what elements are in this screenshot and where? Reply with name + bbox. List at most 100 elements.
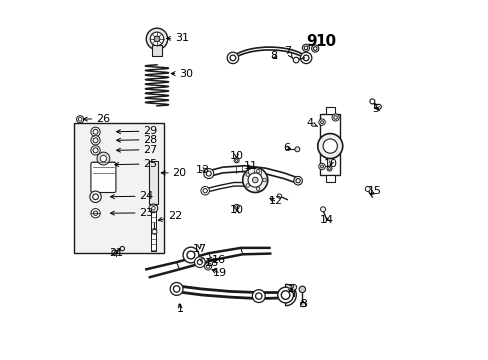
Circle shape bbox=[235, 206, 237, 208]
Circle shape bbox=[204, 263, 211, 270]
Circle shape bbox=[146, 28, 167, 50]
Circle shape bbox=[302, 44, 309, 51]
Circle shape bbox=[91, 208, 100, 218]
Circle shape bbox=[206, 171, 211, 176]
Text: 29: 29 bbox=[116, 126, 157, 136]
Circle shape bbox=[154, 36, 160, 42]
Text: 17: 17 bbox=[192, 244, 206, 253]
Circle shape bbox=[293, 176, 302, 185]
Circle shape bbox=[93, 148, 98, 153]
Circle shape bbox=[197, 260, 202, 265]
Text: 15: 15 bbox=[367, 186, 381, 197]
Text: 31: 31 bbox=[166, 33, 188, 43]
Wedge shape bbox=[285, 284, 296, 306]
Text: 12: 12 bbox=[268, 197, 283, 206]
Circle shape bbox=[112, 250, 116, 254]
Circle shape bbox=[290, 284, 296, 290]
Circle shape bbox=[93, 211, 98, 215]
Circle shape bbox=[203, 168, 213, 179]
Text: 16: 16 bbox=[207, 255, 225, 265]
Bar bbox=[299, 302, 304, 306]
Text: 22: 22 bbox=[158, 211, 182, 221]
Circle shape bbox=[186, 251, 194, 259]
Circle shape bbox=[120, 247, 124, 251]
Text: 19: 19 bbox=[212, 268, 226, 278]
Circle shape bbox=[295, 179, 300, 183]
Circle shape bbox=[331, 114, 339, 121]
Circle shape bbox=[277, 287, 293, 303]
Text: 1: 1 bbox=[176, 303, 183, 314]
Bar bbox=[325, 175, 334, 182]
Text: 3: 3 bbox=[299, 299, 306, 309]
Text: 5: 5 bbox=[372, 104, 379, 113]
Text: 11: 11 bbox=[244, 161, 257, 171]
Circle shape bbox=[97, 152, 110, 165]
Text: 4: 4 bbox=[305, 118, 317, 128]
Circle shape bbox=[281, 291, 289, 299]
Circle shape bbox=[242, 167, 267, 193]
Circle shape bbox=[206, 265, 209, 268]
Circle shape bbox=[304, 46, 307, 50]
Circle shape bbox=[227, 52, 238, 64]
Bar bbox=[148, 161, 158, 204]
Circle shape bbox=[333, 116, 337, 119]
Circle shape bbox=[173, 286, 180, 292]
Circle shape bbox=[256, 187, 259, 190]
Circle shape bbox=[229, 55, 235, 61]
Circle shape bbox=[311, 45, 318, 52]
Circle shape bbox=[328, 167, 330, 170]
Text: 28: 28 bbox=[116, 135, 157, 145]
Bar bbox=[325, 107, 334, 114]
Text: 27: 27 bbox=[116, 145, 157, 155]
Circle shape bbox=[91, 146, 100, 155]
Text: 10: 10 bbox=[229, 151, 243, 161]
Circle shape bbox=[150, 32, 163, 46]
Circle shape bbox=[78, 117, 82, 121]
Text: 10: 10 bbox=[315, 34, 336, 49]
Circle shape bbox=[318, 163, 325, 170]
Circle shape bbox=[252, 290, 264, 302]
Circle shape bbox=[323, 139, 337, 153]
Circle shape bbox=[194, 257, 205, 267]
Circle shape bbox=[320, 207, 325, 212]
Text: 6: 6 bbox=[283, 143, 290, 153]
Circle shape bbox=[170, 283, 183, 296]
Circle shape bbox=[149, 204, 157, 213]
Circle shape bbox=[234, 204, 239, 209]
Text: 23: 23 bbox=[110, 208, 153, 218]
Circle shape bbox=[303, 55, 308, 61]
Circle shape bbox=[293, 57, 298, 63]
Circle shape bbox=[369, 99, 374, 104]
Text: 30: 30 bbox=[171, 68, 192, 78]
Text: 18: 18 bbox=[199, 258, 218, 268]
Circle shape bbox=[245, 184, 249, 187]
Text: 13: 13 bbox=[196, 165, 210, 175]
Circle shape bbox=[326, 166, 331, 171]
Bar bbox=[152, 45, 162, 56]
Circle shape bbox=[299, 286, 305, 293]
Circle shape bbox=[203, 189, 207, 193]
Circle shape bbox=[320, 121, 323, 123]
Circle shape bbox=[152, 229, 157, 234]
Circle shape bbox=[320, 165, 323, 168]
Circle shape bbox=[93, 138, 98, 143]
Text: 2: 2 bbox=[286, 284, 293, 294]
Circle shape bbox=[151, 207, 155, 210]
Text: 14: 14 bbox=[320, 215, 334, 225]
Text: 9: 9 bbox=[305, 34, 316, 49]
Text: 25: 25 bbox=[115, 159, 157, 169]
Circle shape bbox=[262, 178, 266, 182]
Text: 26: 26 bbox=[83, 113, 110, 123]
Text: 21: 21 bbox=[109, 248, 123, 258]
Circle shape bbox=[277, 194, 281, 198]
Circle shape bbox=[77, 116, 83, 123]
Circle shape bbox=[318, 119, 325, 125]
Text: 10: 10 bbox=[323, 159, 337, 169]
Circle shape bbox=[90, 191, 101, 203]
Circle shape bbox=[376, 104, 381, 109]
Circle shape bbox=[252, 177, 258, 183]
Circle shape bbox=[93, 194, 98, 200]
Circle shape bbox=[91, 127, 100, 136]
Text: 24: 24 bbox=[110, 191, 153, 201]
Circle shape bbox=[255, 293, 262, 299]
